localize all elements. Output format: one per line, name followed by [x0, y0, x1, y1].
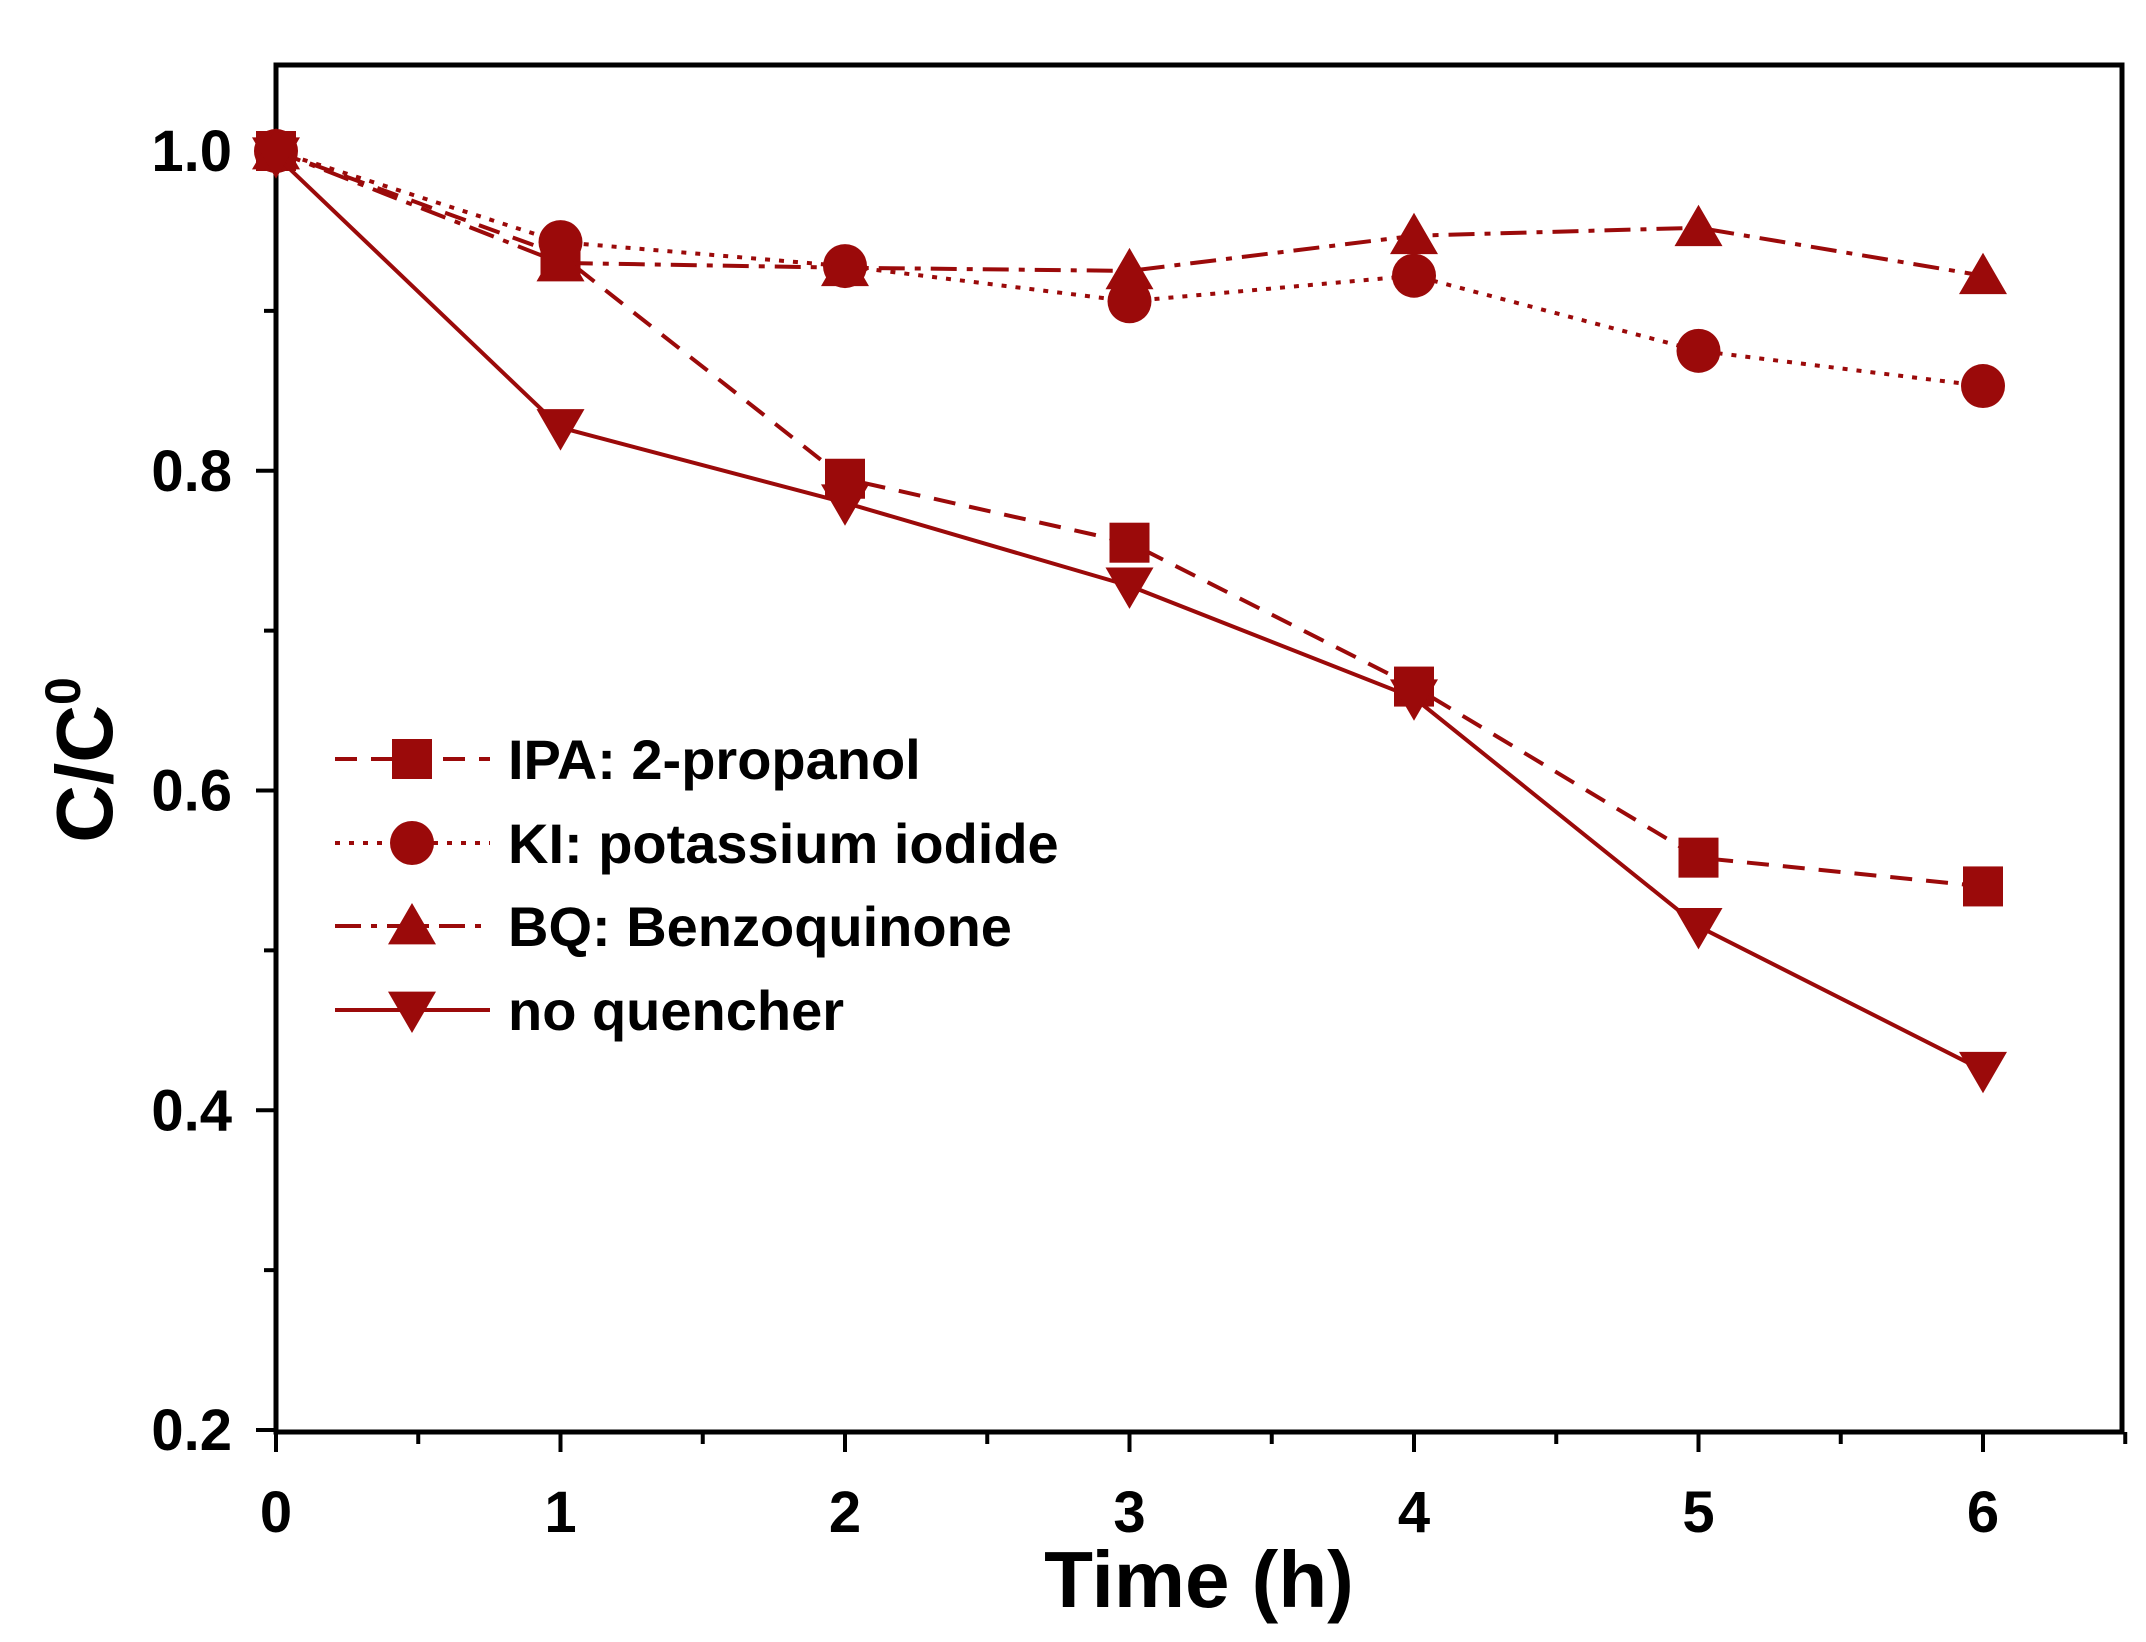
y-axis-title: C/C0 — [35, 677, 129, 843]
x-tick-label: 0 — [260, 1480, 292, 1545]
x-tick-label: 3 — [1113, 1480, 1145, 1545]
legend-label: KI: potassium iodide — [508, 812, 1059, 875]
triangle-up-marker — [1674, 204, 1723, 247]
triangle-down-marker — [252, 137, 300, 179]
circle-marker — [390, 821, 434, 865]
x-axis-title: Time (h) — [1044, 1535, 1354, 1624]
legend-label: IPA: 2-propanol — [508, 728, 921, 791]
y-tick-label: 0.6 — [151, 759, 232, 824]
circle-marker — [1107, 279, 1152, 324]
y-axis-title-superscript: 0 — [35, 677, 91, 705]
circle-marker — [1676, 328, 1721, 373]
x-tick-label: 1 — [544, 1480, 576, 1545]
triangle-up-marker — [536, 239, 585, 282]
square-marker — [1963, 866, 2003, 907]
x-tick-label: 2 — [829, 1480, 861, 1545]
legend-entry: BQ: Benzoquinone — [335, 895, 1012, 958]
legend-entry: IPA: 2-propanol — [335, 728, 921, 791]
square-marker — [1109, 522, 1150, 563]
series-triangle-up — [252, 128, 2007, 295]
x-axis-ticks: 0 1 2 3 4 5 6 — [260, 1432, 2128, 1545]
legend-label: BQ: Benzoquinone — [508, 895, 1012, 958]
triangle-down-marker — [388, 991, 436, 1033]
legend: IPA: 2-propanol KI: potassium iodide BQ: B… — [335, 728, 1059, 1042]
x-tick-label: 4 — [1398, 1480, 1430, 1545]
triangle-down-marker — [1105, 567, 1154, 609]
series-layer — [252, 128, 2007, 1094]
legend-label: no quencher — [508, 979, 844, 1042]
y-tick-label: 1.0 — [151, 119, 232, 184]
y-tick-label: 0.4 — [151, 1078, 232, 1143]
square-marker — [1678, 837, 1719, 878]
triangle-down-marker — [536, 409, 585, 451]
triangle-up-marker — [1390, 212, 1438, 255]
series-triangle-down — [252, 137, 2007, 1094]
circle-marker — [1392, 253, 1436, 298]
triangle-up-marker — [388, 903, 436, 945]
square-marker — [392, 739, 432, 779]
legend-entry: no quencher — [335, 979, 844, 1042]
triangle-up-marker — [1959, 252, 2007, 295]
triangle-down-marker — [821, 484, 869, 526]
triangle-down-marker — [1959, 1051, 2007, 1094]
x-tick-label: 6 — [1967, 1480, 1999, 1545]
y-tick-label: 0.2 — [151, 1398, 232, 1463]
y-axis-title-main: C/C — [40, 705, 129, 843]
plot-frame — [273, 62, 2125, 1435]
triangle-down-marker — [1390, 679, 1438, 721]
y-tick-label: 0.8 — [151, 439, 232, 504]
y-axis-ticks: 0.2 0.4 0.6 0.8 1.0 — [151, 119, 276, 1463]
legend-entry: KI: potassium iodide — [335, 812, 1059, 875]
triangle-up-marker — [821, 244, 869, 287]
triangle-up-marker — [1105, 247, 1154, 290]
x-tick-label: 5 — [1682, 1480, 1714, 1545]
circle-marker — [1961, 364, 2005, 409]
triangle-down-marker — [1674, 907, 1723, 950]
